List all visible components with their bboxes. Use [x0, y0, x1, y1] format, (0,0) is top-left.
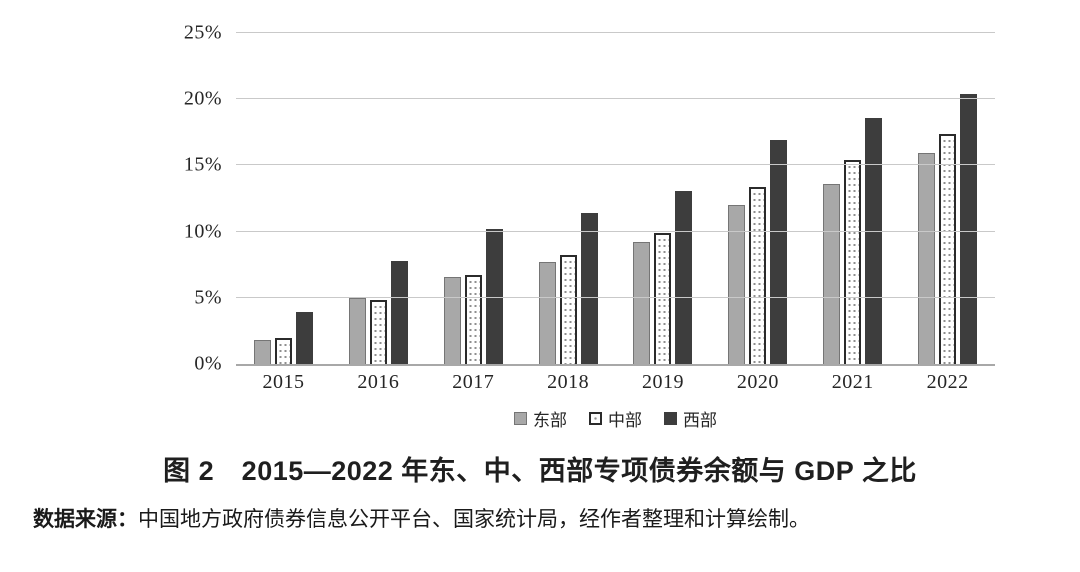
legend-label: 中部 [608, 411, 642, 430]
bar-东部-2017 [443, 276, 461, 364]
bar-西部-2022 [960, 93, 978, 364]
bar-中部-2021 [844, 160, 862, 364]
bar-西部-2016 [390, 260, 408, 364]
bar-group-2022 [900, 33, 995, 364]
y-axis: 0% 5% 10% 15% 20% 25% [170, 22, 230, 375]
x-tick-label-2019: 2019 [641, 371, 684, 393]
bar-西部-2018 [580, 213, 598, 364]
bar-东部-2018 [538, 262, 556, 364]
x-tick-label-2015: 2015 [262, 371, 305, 393]
legend-swatch-central-icon [589, 412, 602, 425]
figure-caption: 图 2 2015—2022 年东、中、西部专项债券余额与 GDP 之比 [163, 456, 917, 486]
bar-中部-2019 [654, 232, 672, 364]
x-tick-label-2018: 2018 [547, 371, 590, 393]
x-tick-label-2022: 2022 [926, 371, 969, 393]
x-axis: 2015 2016 2017 2018 2019 2020 2021 2022 [236, 364, 995, 394]
x-tick-label-2020: 2020 [736, 371, 779, 393]
bar-中部-2020 [749, 186, 767, 364]
bar-中部-2022 [939, 133, 957, 364]
plot-area [236, 32, 995, 366]
y-tick-label: 15% [183, 153, 222, 176]
bar-西部-2019 [675, 190, 693, 364]
bar-西部-2015 [295, 312, 313, 364]
bar-西部-2021 [865, 117, 883, 364]
legend: 东部 中部 西部 [236, 406, 995, 431]
legend-swatch-east-icon [514, 412, 527, 425]
legend-item-西部: 西部 [664, 406, 717, 431]
bar-东部-2022 [918, 153, 936, 364]
source-text: 中国地方政府债券信息公开平台、国家统计局，经作者整理和计算绘制。 [138, 507, 810, 531]
legend-label: 东部 [533, 411, 567, 430]
legend-label: 西部 [683, 411, 717, 430]
bar-东部-2019 [633, 242, 651, 364]
bar-中部-2015 [274, 337, 292, 364]
bar-东部-2015 [253, 340, 271, 364]
y-tick-label: 5% [194, 286, 222, 309]
bar-东部-2020 [728, 205, 746, 364]
bar-group-2018 [521, 33, 616, 364]
bar-西部-2020 [770, 140, 788, 364]
bar-group-2019 [616, 33, 711, 364]
legend-swatch-west-icon [664, 412, 677, 425]
grouped-bar-chart: 0% 5% 10% 15% 20% 25% 2015 2016 2017 2018 2019 202… [170, 20, 995, 431]
bar-东部-2016 [348, 297, 366, 364]
legend-item-东部: 东部 [514, 406, 567, 431]
y-tick-label: 25% [183, 21, 222, 44]
y-tick-label: 20% [183, 87, 222, 110]
plot-row: 0% 5% 10% 15% 20% 25% [170, 22, 995, 375]
legend-item-中部: 中部 [589, 406, 642, 431]
bar-group-2020 [710, 33, 805, 364]
source-label: 数据来源： [33, 508, 138, 531]
bar-中部-2017 [464, 275, 482, 364]
x-tick-label-2016: 2016 [357, 371, 400, 393]
bar-中部-2016 [369, 300, 387, 364]
bar-东部-2021 [823, 183, 841, 364]
bar-group-2016 [331, 33, 426, 364]
x-tick-label-2017: 2017 [452, 371, 495, 393]
bar-group-2015 [236, 33, 331, 364]
y-tick-label: 10% [183, 220, 222, 243]
x-tick-label-2021: 2021 [831, 371, 874, 393]
bar-中部-2018 [559, 255, 577, 364]
bar-group-2021 [805, 33, 900, 364]
y-tick-label: 0% [194, 352, 222, 375]
bar-西部-2017 [485, 228, 503, 364]
bar-group-2017 [426, 33, 521, 364]
source-note: 数据来源：中国地方政府债券信息公开平台、国家统计局，经作者整理和计算绘制。 [33, 503, 1060, 533]
